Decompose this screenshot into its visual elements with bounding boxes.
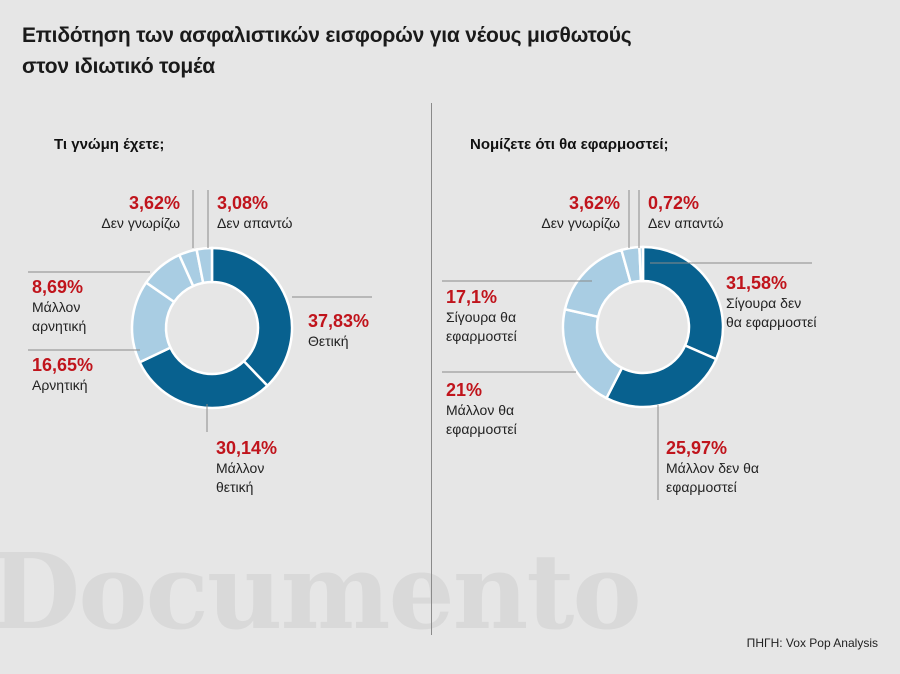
slice-label: Σίγουρα δεν bbox=[726, 295, 802, 311]
chart-1-title: Τι γνώμη έχετε; bbox=[54, 136, 165, 153]
divider bbox=[431, 103, 432, 635]
chart-2-label-6: 0,72% Δεν απαντώ bbox=[648, 192, 723, 233]
slice-label: Δεν απαντώ bbox=[648, 215, 724, 231]
slice-label: θετική bbox=[216, 479, 254, 495]
slice-label: αρνητική bbox=[32, 318, 87, 334]
chart-1-slice-2 bbox=[138, 346, 270, 410]
chart-2-slice-6 bbox=[638, 245, 645, 283]
slice-value: 8,69% bbox=[32, 277, 84, 297]
slice-label: Θετική bbox=[308, 333, 349, 349]
chart-2-slice-4 bbox=[563, 248, 633, 319]
chart-2-label-5: 3,62% Δεν γνωρίζω bbox=[460, 192, 620, 233]
chart-2-slice-1 bbox=[641, 245, 725, 361]
slice-label: θα εφαρμοστεί bbox=[726, 314, 817, 330]
watermark: Documento bbox=[0, 530, 642, 653]
slice-label: εφαρμοστεί bbox=[446, 328, 517, 344]
slice-value: 3,08% bbox=[217, 193, 269, 213]
slice-value: 3,62% bbox=[568, 193, 620, 213]
slice-label: Δεν απαντώ bbox=[217, 215, 293, 231]
slice-value: 16,65% bbox=[32, 355, 94, 375]
chart-1-label-4: 8,69% Μάλλον αρνητική bbox=[32, 276, 86, 336]
chart-2-title: Νομίζετε ότι θα εφαρμοστεί; bbox=[470, 136, 669, 153]
title-line-1: Επιδότηση των ασφαλιστικών εισφορών για … bbox=[22, 24, 632, 47]
chart-1-label-3: 16,65% Αρνητική bbox=[32, 354, 93, 395]
chart-2-label-3: 21% Μάλλον θα εφαρμοστεί bbox=[446, 379, 517, 439]
chart-1-label-6: 3,08% Δεν απαντώ bbox=[217, 192, 292, 233]
slice-value: 21% bbox=[446, 380, 483, 400]
slice-value: 3,62% bbox=[128, 193, 180, 213]
slice-label: Δεν γνωρίζω bbox=[101, 215, 180, 231]
slice-value: 31,58% bbox=[726, 273, 788, 293]
chart-1-slice-6 bbox=[195, 246, 214, 285]
slice-label: Σίγουρα θα bbox=[446, 309, 517, 325]
page-title: Επιδότηση των ασφαλιστικών εισφορών για … bbox=[22, 20, 882, 82]
slice-value: 0,72% bbox=[648, 193, 700, 213]
slice-label: Μάλλον δεν θα bbox=[666, 460, 760, 476]
slice-value: 37,83% bbox=[308, 311, 370, 331]
chart-2-slice-2 bbox=[604, 343, 718, 409]
slice-value: 17,1% bbox=[446, 287, 498, 307]
slice-value: 30,14% bbox=[216, 438, 278, 458]
chart-2-label-1: 31,58% Σίγουρα δεν θα εφαρμοστεί bbox=[726, 272, 817, 332]
slice-value: 25,97% bbox=[666, 438, 728, 458]
slice-label: εφαρμοστεί bbox=[666, 479, 737, 495]
chart-1-label-5: 3,62% Δεν γνωρίζω bbox=[20, 192, 180, 233]
title-line-2: στον ιδιωτικό τομέα bbox=[22, 55, 215, 78]
slice-label: Μάλλον bbox=[32, 299, 81, 315]
slice-label: Αρνητική bbox=[32, 377, 88, 393]
slice-label: εφαρμοστεί bbox=[446, 421, 517, 437]
slice-label: Μάλλον θα bbox=[446, 402, 515, 418]
chart-2-slice-3 bbox=[561, 307, 624, 400]
chart-2-label-2: 25,97% Μάλλον δεν θα εφαρμοστεί bbox=[666, 437, 759, 497]
chart-2-label-4: 17,1% Σίγουρα θα εφαρμοστεί bbox=[446, 286, 517, 346]
chart-1-label-1: 37,83% Θετική bbox=[308, 310, 369, 351]
source-note: ΠΗΓΗ: Vox Pop Analysis bbox=[746, 636, 878, 650]
slice-label: Μάλλον bbox=[216, 460, 265, 476]
slice-label: Δεν γνωρίζω bbox=[541, 215, 620, 231]
chart-1-slice-1 bbox=[210, 246, 294, 388]
chart-1-label-2: 30,14% Μάλλον θετική bbox=[216, 437, 277, 497]
